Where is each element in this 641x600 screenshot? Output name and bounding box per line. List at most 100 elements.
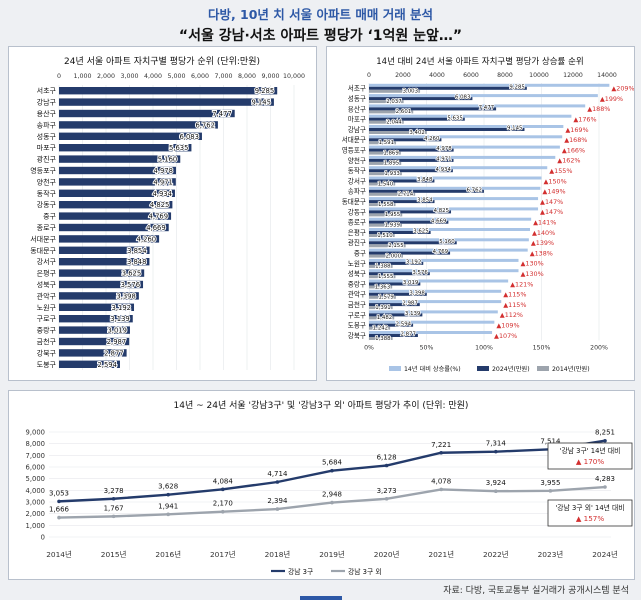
bar	[59, 155, 181, 163]
value-label: 7,477	[212, 110, 231, 118]
bar-2024	[369, 220, 449, 224]
x-tick-label: 2,000	[97, 73, 115, 80]
growth-rate-label: ▲147%	[540, 208, 563, 216]
value-label-2024: 4,934	[435, 167, 451, 173]
category-label: 성동구	[37, 132, 57, 141]
value-label: 6,762	[195, 121, 214, 129]
x-tick-label: 9,000	[261, 73, 279, 80]
x-tick-label: 14000	[597, 72, 617, 79]
annotation-text: '강남 3구 외' 14년 대비	[555, 503, 624, 512]
x-tick-label: 2022년	[483, 550, 509, 559]
legend-label: 강남 3구 외	[348, 567, 382, 576]
bar-2014	[369, 120, 404, 124]
category-label: 마포구	[37, 143, 57, 152]
bar-growth-rate	[369, 248, 528, 252]
category-label: 서대문구	[30, 234, 56, 243]
bar	[59, 223, 169, 232]
data-label: 2,394	[267, 497, 288, 505]
x-tick-label: 2016년	[155, 550, 181, 559]
category-label: 광진구	[37, 155, 57, 164]
growth-rate-label: ▲107%	[494, 332, 517, 340]
bar-2014	[369, 337, 393, 340]
category-label: 동작구	[37, 189, 57, 198]
trend-chart: 14년 ~ 24년 서울 '강남3구' 및 '강남3구 외' 아파트 평당가 추…	[26, 399, 633, 576]
y-tick-label: 1,000	[26, 522, 45, 530]
value-label-2024: 4,978	[436, 146, 452, 152]
bar-2024	[369, 117, 465, 121]
bar-2014	[369, 254, 403, 258]
legend-label: 2024년(만원)	[492, 365, 530, 373]
value-label: 2,877	[104, 349, 123, 357]
value-label-2014: 2,044	[386, 120, 402, 126]
y-tick-label: 6,000	[26, 464, 45, 472]
bar-growth-rate	[369, 289, 502, 293]
data-label: 3,628	[158, 483, 178, 491]
x-tick-label: 5,000	[167, 73, 185, 80]
annotation-text: '강남 3구' 14년 대비	[560, 446, 621, 455]
bar-growth-rate	[369, 135, 563, 139]
x-tick-label: 0%	[364, 345, 374, 352]
value-label-2014: 1,510	[377, 233, 393, 239]
value-label-2014: 3,003	[403, 89, 418, 95]
category-label: 구로구	[348, 311, 366, 319]
bar	[59, 337, 130, 346]
bar-2024	[369, 261, 424, 265]
x-tick-label: 100%	[475, 345, 493, 352]
x-tick-label: 3,000	[120, 73, 138, 80]
bar-2014	[369, 264, 393, 268]
value-label: 3,854	[127, 247, 146, 255]
bar	[59, 246, 150, 254]
data-label: 7,514	[540, 437, 561, 445]
bar-2014	[369, 203, 396, 207]
value-label-2024: 3,848	[417, 177, 433, 183]
y-tick-label: 5,000	[26, 475, 45, 483]
value-label-2014: 1,482	[377, 315, 392, 321]
category-label: 영등포구	[342, 145, 366, 154]
data-point	[275, 480, 280, 484]
x-tick-label: 7,000	[214, 73, 232, 80]
category-label: 마포구	[348, 115, 366, 124]
bar-growth-rate	[369, 155, 556, 159]
annotation-box	[547, 442, 633, 470]
value-label-2024: 3,019	[403, 280, 419, 286]
bar-2024	[369, 158, 454, 162]
category-label: 관악구	[348, 290, 366, 299]
bar	[59, 280, 144, 289]
bar	[59, 303, 135, 311]
x-tick-label: 2000	[395, 72, 411, 79]
value-label-2014: 1,558	[378, 202, 394, 208]
value-label-2014: 1,388	[375, 336, 391, 342]
value-label-2024: 3,576	[412, 270, 428, 276]
data-label: 4,084	[213, 477, 234, 485]
annotation-box	[547, 499, 633, 527]
growth-rate-label: ▲155%	[549, 167, 572, 175]
bar-2014	[369, 182, 396, 186]
value-label-2024: 5,635	[447, 115, 462, 121]
category-label: 서초구	[37, 86, 57, 95]
value-label-2014: 2,155	[388, 243, 403, 249]
bar-2014	[369, 213, 403, 217]
category-label: 도봉구	[37, 361, 57, 369]
category-label: 서대문구	[342, 135, 366, 144]
value-label-2024: 4,769	[433, 249, 449, 255]
category-label: 관악구	[37, 291, 57, 300]
bar-2024	[369, 303, 420, 307]
category-label: 양천구	[37, 177, 57, 186]
value-label: 4,934	[152, 190, 171, 198]
category-label: 종로구	[37, 224, 57, 232]
data-point	[330, 500, 334, 505]
value-label: 4,971	[153, 178, 172, 186]
value-label: 9,285	[255, 87, 274, 95]
value-label-2014: 1,579	[378, 295, 394, 301]
value-label-2024: 6,083	[455, 95, 470, 101]
value-label-2024: 6,762	[467, 187, 482, 193]
chart-title: 14년 ~ 24년 서울 '강남3구' 및 '강남3구 외' 아파트 평당가 추…	[174, 399, 469, 411]
category-label: 강서구	[348, 176, 366, 185]
data-point	[221, 509, 225, 514]
annotation-value: ▲ 170%	[576, 457, 605, 466]
brand-bar	[300, 596, 342, 600]
bar-2014	[369, 275, 396, 279]
category-label: 은평구	[348, 228, 366, 237]
category-label: 강동구	[348, 207, 366, 216]
bar	[59, 326, 130, 334]
